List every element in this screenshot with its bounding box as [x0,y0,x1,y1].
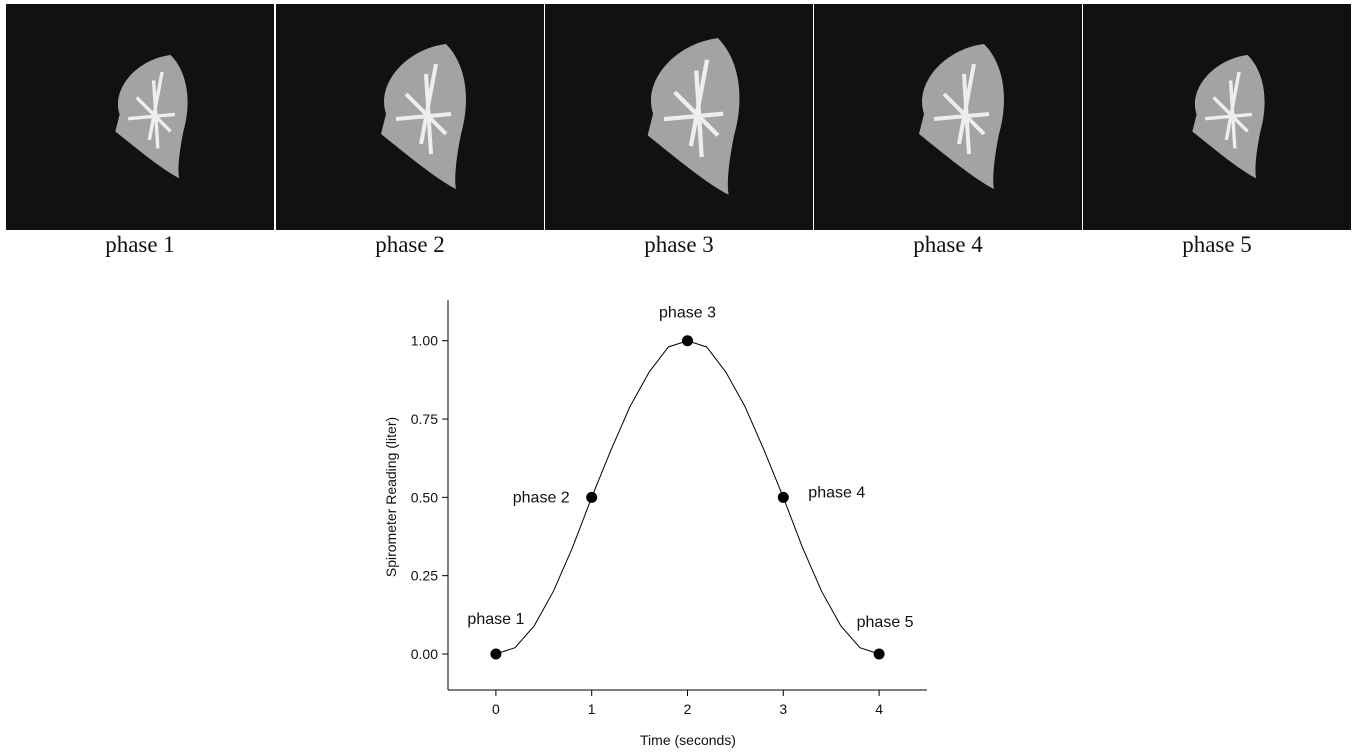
y-tick-label: 1.00 [411,333,438,349]
y-axis-label: Spirometer Reading (liter) [383,417,399,577]
data-point [873,648,885,660]
lung-shape [381,44,466,189]
panel-caption: phase 3 [644,232,714,257]
lung-image [814,4,1082,230]
y-tick-label: 0.50 [411,489,438,505]
data-point [777,491,789,503]
panel-caption: phase 5 [1182,232,1252,257]
x-tick-label: 0 [492,701,500,717]
x-tick-label: 3 [779,701,787,717]
point-label: phase 2 [513,489,570,506]
panel-caption: phase 1 [105,232,175,257]
y-tick-label: 0.00 [411,646,438,662]
lung-image [545,4,813,230]
data-point [490,648,502,660]
lung-shape [115,54,188,179]
lung-shape [1192,54,1265,179]
panel-caption: phase 2 [375,232,445,257]
x-axis-label: Time (seconds) [640,732,736,748]
y-tick-label: 0.75 [411,411,438,427]
point-label: phase 4 [808,484,865,501]
data-point [586,491,598,503]
x-tick-label: 1 [588,701,596,717]
lung-shape [919,44,1004,189]
y-tick-label: 0.25 [411,568,438,584]
lung-image [6,4,274,230]
lung-image [276,4,544,230]
x-tick-label: 4 [875,701,883,717]
point-label: phase 3 [659,305,716,322]
lung-shape [647,38,740,195]
panel-caption: phase 4 [913,232,983,257]
point-label: phase 1 [467,611,524,628]
lung-image [1083,4,1351,230]
point-label: phase 5 [857,614,914,631]
data-point [682,335,693,347]
x-tick-label: 2 [684,701,692,717]
